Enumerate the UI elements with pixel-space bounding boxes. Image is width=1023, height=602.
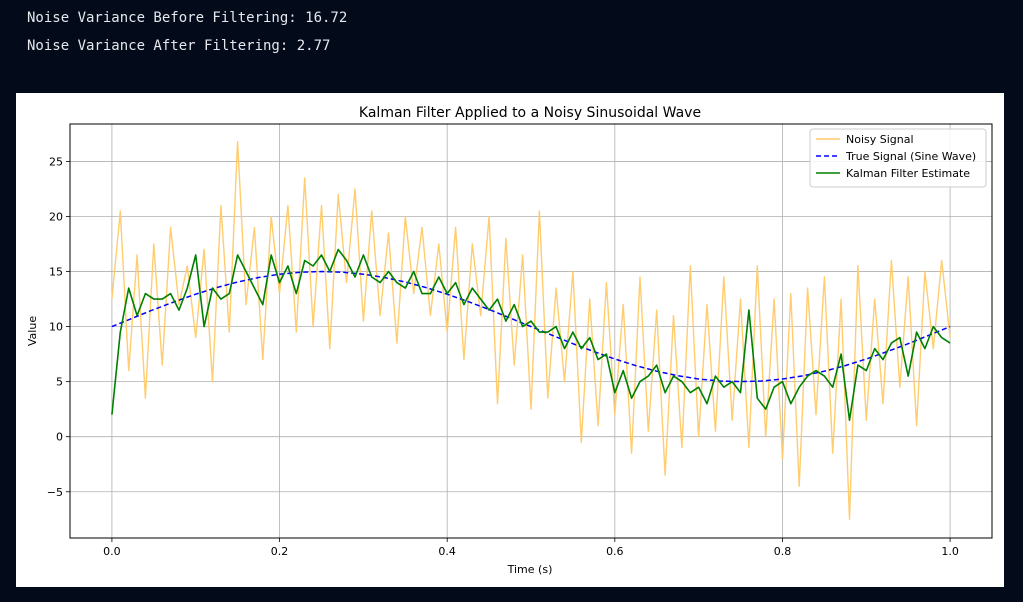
series-layer (111, 140, 951, 520)
noise-variance-before-text: Noise Variance Before Filtering: 16.72 (27, 10, 348, 26)
chart-figure: Kalman Filter Applied to a Noisy Sinusoi… (16, 93, 1004, 587)
y-tick-label: 5 (56, 376, 63, 389)
noise-variance-after-text: Noise Variance After Filtering: 2.77 (27, 38, 331, 54)
y-tick-label: 15 (49, 266, 63, 279)
x-tick-label: 0.0 (103, 545, 121, 558)
legend-label-2: True Signal (Sine Wave) (845, 150, 976, 163)
x-tick-label: 0.8 (774, 545, 792, 558)
x-tick-label: 0.2 (271, 545, 289, 558)
series-line-1 (111, 140, 951, 520)
x-tick-label: 1.0 (941, 545, 959, 558)
y-tick-label: 0 (56, 431, 63, 444)
plot-frame (69, 123, 993, 539)
y-axis-label: Value (26, 316, 39, 346)
legend-label-1: Noisy Signal (846, 133, 914, 146)
x-tick-label: 0.4 (438, 545, 456, 558)
y-tick-label: 25 (49, 155, 63, 168)
legend-label-3: Kalman Filter Estimate (846, 167, 970, 180)
y-tick-label: −5 (47, 486, 63, 499)
series-line-3 (111, 248, 951, 422)
y-tick-label: 20 (49, 210, 63, 223)
axis-ticks: 0.0 0.2 0.4 0.6 0.8 1.0 −5 0 5 10 15 20 25 (47, 155, 959, 558)
y-tick-label: 10 (49, 321, 63, 334)
x-axis-label: Time (s) (507, 563, 553, 576)
chart-title: Kalman Filter Applied to a Noisy Sinusoi… (359, 105, 701, 121)
x-tick-label: 0.6 (606, 545, 624, 558)
chart-canvas: Kalman Filter Applied to a Noisy Sinusoi… (26, 105, 993, 576)
legend-box (809, 128, 987, 188)
legend: Noisy Signal True Signal (Sine Wave) Kalma… (809, 128, 987, 188)
